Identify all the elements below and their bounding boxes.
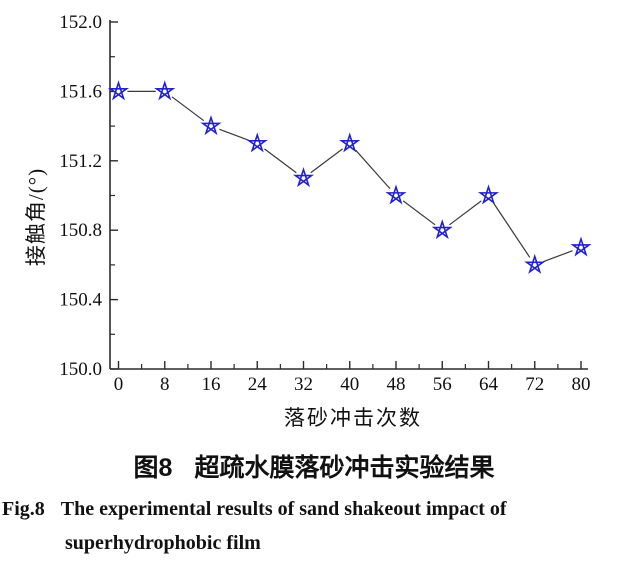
x-tick-label: 40 [340, 374, 359, 395]
figure-caption-english: Fig.8 The experimental results of sand sh… [2, 492, 626, 560]
y-tick-label: 152.0 [59, 12, 102, 33]
contact-angle-chart: 150.0 150.4 150.8 151.2 151.6 152.0 0 8 16 24 32 40… [59, 12, 592, 395]
x-tick-label: 56 [433, 374, 452, 395]
data-point-marker [154, 80, 176, 101]
y-axis-label: 接触角/(°) [24, 167, 48, 267]
data-line-segment [402, 200, 436, 226]
figure-number-en: Fig.8 [2, 498, 45, 520]
data-line-segment [355, 149, 391, 190]
caption-en-line1: Fig.8 The experimental results of sand sh… [2, 492, 626, 526]
x-tick-label: 0 [114, 374, 124, 395]
data-point-marker [107, 80, 130, 101]
figure-caption-chinese: 图8 超疏水膜落砂冲击实验结果 [0, 448, 628, 484]
y-tick-label: 150.0 [59, 359, 102, 380]
data-line-segment [219, 128, 250, 141]
caption-en-line2: superhydrophobic film [65, 532, 261, 554]
y-tick-label: 150.8 [59, 220, 102, 241]
data-point-marker [524, 253, 546, 274]
data-point-marker [200, 115, 222, 136]
x-tick-label: 16 [202, 374, 221, 395]
data-point-marker [292, 167, 315, 188]
x-tick-label: 64 [479, 374, 499, 395]
y-tick-label: 151.6 [59, 81, 102, 102]
figure-number-zh: 图8 [133, 454, 173, 482]
data-point-marker [431, 219, 453, 240]
data-point-marker [339, 132, 361, 153]
data-line-segment [492, 202, 531, 258]
data-line-segment [310, 148, 343, 174]
x-tick-label: 48 [387, 374, 406, 395]
data-line-segment [449, 200, 482, 226]
y-tick-label: 151.2 [59, 151, 102, 172]
x-tick-label: 24 [248, 374, 268, 395]
y-tick-label: 150.4 [59, 290, 102, 311]
x-tick-label: 80 [572, 374, 591, 395]
data-line-segment [171, 96, 205, 122]
caption-en-text1: The experimental results of sand shakeou… [60, 498, 507, 520]
x-tick-label: 72 [525, 374, 544, 395]
figure-title-zh: 超疏水膜落砂冲击实验结果 [194, 454, 495, 482]
data-line-segment [542, 250, 573, 263]
x-axis-label: 落砂冲击次数 [284, 406, 422, 430]
data-point-marker [385, 184, 407, 205]
data-point-marker [570, 236, 592, 257]
data-point-marker [477, 184, 500, 205]
data-point-marker [246, 132, 268, 153]
x-tick-label: 32 [294, 374, 313, 395]
data-line-segment [264, 148, 297, 174]
x-tick-label: 8 [160, 374, 170, 395]
